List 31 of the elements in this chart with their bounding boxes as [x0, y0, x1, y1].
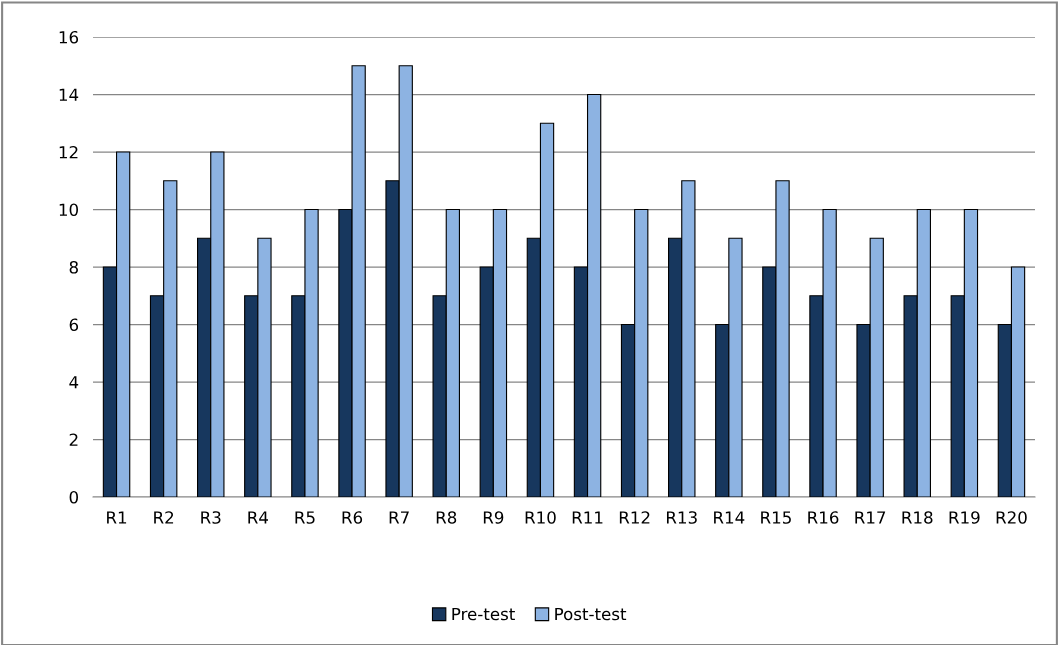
- y-tick-label: 16: [59, 30, 79, 44]
- y-tick-label: 14: [59, 88, 79, 101]
- x-tick-label: R4: [248, 511, 269, 524]
- x-tick-label: R19: [949, 511, 980, 524]
- y-tick-label: 10: [59, 203, 78, 217]
- y-tick-label: 8: [69, 260, 78, 274]
- y-tick-label: 4: [69, 376, 79, 389]
- x-tick-label: R18: [902, 511, 933, 524]
- y-tick-label: 2: [69, 433, 78, 446]
- x-tick-label: R20: [996, 511, 1027, 524]
- x-tick-label: R5: [295, 511, 315, 524]
- x-tick-label: R15: [761, 511, 791, 524]
- legend-label: Post-test: [555, 607, 627, 621]
- x-tick-label: R9: [483, 511, 504, 524]
- x-tick-label: R6: [342, 511, 363, 524]
- x-tick-label: R10: [525, 511, 556, 524]
- y-tick-label: 0: [69, 490, 78, 504]
- x-tick-label: R16: [808, 511, 839, 524]
- x-tick-label: R14: [714, 511, 745, 524]
- y-tick-label: 6: [69, 318, 79, 332]
- legend-label: Pre-test: [452, 607, 515, 621]
- x-tick-label: R2: [154, 511, 174, 524]
- x-tick-label: R3: [201, 511, 221, 524]
- x-tick-label: R7: [389, 511, 409, 524]
- x-tick-label: R8: [436, 511, 457, 524]
- x-tick-label: R11: [572, 511, 603, 524]
- x-tick-label: R17: [855, 511, 886, 524]
- y-tick-label: 12: [59, 145, 78, 159]
- x-tick-label: R1: [107, 511, 127, 524]
- x-tick-label: R13: [666, 511, 697, 524]
- x-tick-label: R12: [619, 511, 650, 524]
